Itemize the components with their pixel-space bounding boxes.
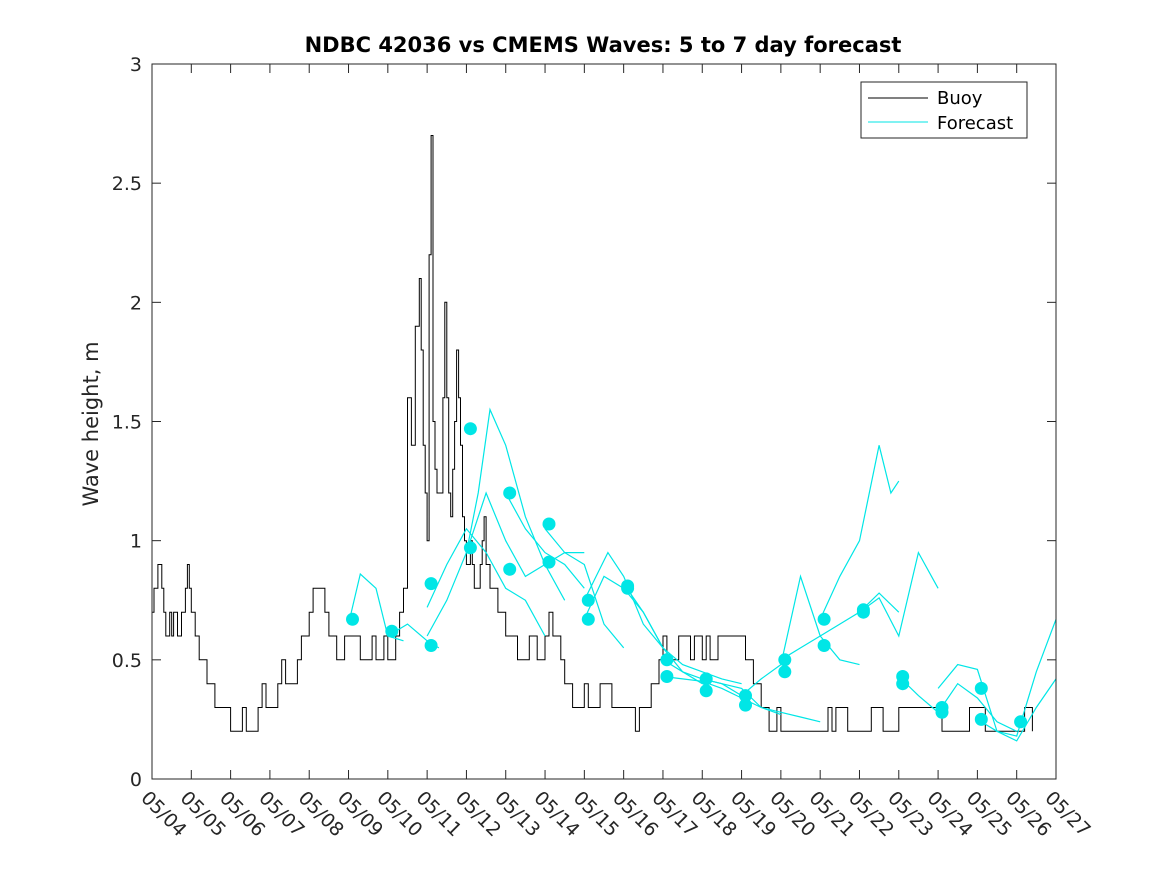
legend-forecast-label: Forecast bbox=[937, 113, 1013, 134]
forecast-line-7 bbox=[544, 528, 625, 649]
x-tick-label: 05/27 bbox=[1040, 787, 1094, 841]
y-tick-label: 2 bbox=[130, 292, 142, 314]
forecast-marker bbox=[699, 672, 713, 686]
y-tick-label: 0.5 bbox=[112, 650, 142, 672]
y-tick-label: 0 bbox=[130, 769, 142, 791]
forecast-marker bbox=[385, 624, 399, 638]
forecast-marker bbox=[856, 605, 870, 619]
forecast-marker bbox=[739, 698, 752, 712]
forecast-marker bbox=[542, 517, 556, 531]
y-tick-label: 2.5 bbox=[112, 173, 142, 195]
forecast-line-13 bbox=[702, 678, 821, 723]
forecast-marker bbox=[463, 541, 477, 555]
forecast-line-6 bbox=[505, 492, 585, 589]
forecast-marker bbox=[1014, 715, 1028, 729]
forecast-line-4 bbox=[426, 407, 566, 637]
forecast-line-16 bbox=[819, 445, 900, 620]
y-tick-label: 3 bbox=[130, 54, 142, 76]
y-tick-labels: 0 0.5 1 1.5 2 2.5 3 bbox=[112, 54, 142, 791]
y-tick-label: 1 bbox=[130, 531, 142, 553]
forecast-marker bbox=[463, 422, 477, 436]
forecast-marker bbox=[817, 639, 831, 652]
forecast-marker bbox=[739, 689, 752, 703]
forecast-line-18 bbox=[898, 676, 1017, 732]
forecast-marker bbox=[621, 581, 635, 595]
plot-axes bbox=[151, 63, 1057, 780]
x-tick-labels: 05/0405/0505/0605/0705/0805/0905/1005/11… bbox=[136, 787, 1094, 841]
forecast-line-10 bbox=[623, 583, 742, 685]
forecast-marker bbox=[817, 612, 831, 626]
chart-title: NDBC 42036 vs CMEMS Waves: 5 to 7 day fo… bbox=[305, 33, 902, 57]
forecast-line-9 bbox=[583, 575, 703, 685]
forecast-marker bbox=[424, 639, 438, 652]
axes-box bbox=[151, 63, 1057, 780]
forecast-marker bbox=[935, 705, 949, 719]
forecast-marker bbox=[974, 712, 988, 726]
forecast-marker bbox=[542, 555, 556, 569]
legend-buoy-label: Buoy bbox=[937, 88, 983, 109]
forecast-markers bbox=[346, 422, 1028, 729]
forecast-marker bbox=[581, 612, 595, 626]
forecast-marker bbox=[503, 562, 517, 576]
forecast-marker bbox=[346, 612, 359, 626]
forecast-marker bbox=[424, 577, 438, 591]
forecast-line-12 bbox=[662, 675, 782, 716]
forecast-marker bbox=[660, 653, 674, 667]
y-tick-label: 1.5 bbox=[112, 412, 142, 434]
legend-box bbox=[860, 81, 1028, 139]
forecast-line-15 bbox=[780, 592, 900, 661]
forecast-line-20 bbox=[977, 678, 1057, 742]
forecast-line-14 bbox=[741, 574, 860, 697]
forecast-line-17 bbox=[859, 550, 939, 638]
buoy-line bbox=[152, 135, 1033, 732]
forecast-line-8 bbox=[583, 551, 664, 649]
plot-series bbox=[152, 135, 1057, 742]
forecast-marker bbox=[699, 684, 713, 698]
forecast-marker bbox=[778, 665, 792, 679]
forecast-marker bbox=[503, 486, 517, 500]
forecast-marker bbox=[581, 593, 595, 607]
forecast-marker bbox=[778, 653, 792, 667]
forecast-line-19 bbox=[937, 619, 1057, 737]
legend: Buoy Forecast bbox=[860, 81, 1028, 139]
forecast-marker bbox=[974, 681, 988, 695]
y-axis-label: Wave height, m bbox=[79, 341, 103, 506]
forecast-line-1 bbox=[347, 572, 404, 642]
forecast-marker bbox=[660, 670, 674, 683]
forecast-line-3 bbox=[426, 527, 546, 637]
forecast-marker bbox=[896, 677, 910, 691]
